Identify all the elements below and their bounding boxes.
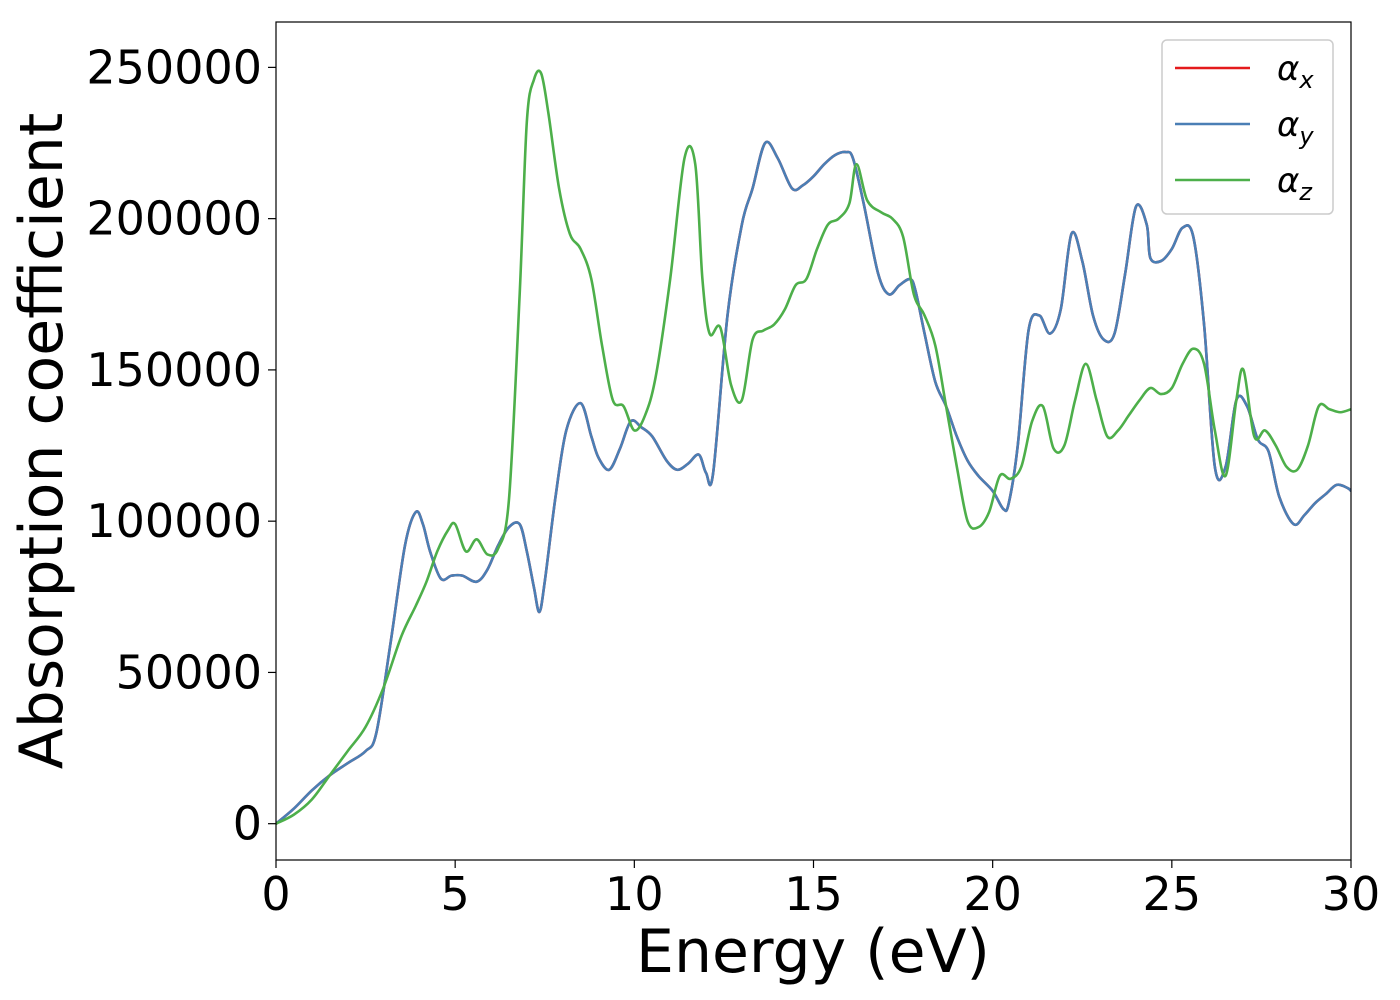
legend-label-y: αy — [1277, 105, 1314, 150]
y-tick-label: 100000 — [86, 494, 262, 548]
x-tick-label: 30 — [1322, 867, 1381, 921]
legend-label-base: α — [1277, 105, 1299, 145]
x-axis-title: Energy (eV) — [636, 917, 990, 987]
x-tick-label: 5 — [441, 867, 470, 921]
tick-layer: 0 5 10 15 20 25 30 0 50000 100000 150000 200000 2500… — [86, 40, 1380, 921]
y-axis-title: Absorption coefficient — [7, 113, 77, 770]
y-tick-label: 0 — [233, 797, 262, 851]
legend-label-z: αz — [1277, 161, 1313, 206]
series-line-z — [276, 69, 1351, 825]
legend-label-x: αx — [1277, 49, 1314, 94]
legend-label-base: α — [1277, 161, 1299, 201]
y-tick-label: 50000 — [116, 645, 262, 699]
y-tick-label: 150000 — [86, 343, 262, 397]
y-tick-label: 250000 — [86, 40, 262, 94]
x-tick-label: 0 — [261, 867, 290, 921]
x-tick-label: 20 — [963, 867, 1022, 921]
series-layer — [276, 69, 1351, 825]
y-tick-label: 200000 — [86, 192, 262, 246]
x-tick-label: 15 — [784, 867, 843, 921]
legend-label-subscript: x — [1298, 66, 1314, 94]
legend-label-subscript: z — [1298, 178, 1313, 206]
legend-box — [1161, 39, 1334, 215]
legend-label-subscript: y — [1298, 122, 1314, 150]
x-tick-label: 10 — [605, 867, 664, 921]
x-tick-label: 25 — [1143, 867, 1202, 921]
legend-label-base: α — [1277, 49, 1299, 89]
